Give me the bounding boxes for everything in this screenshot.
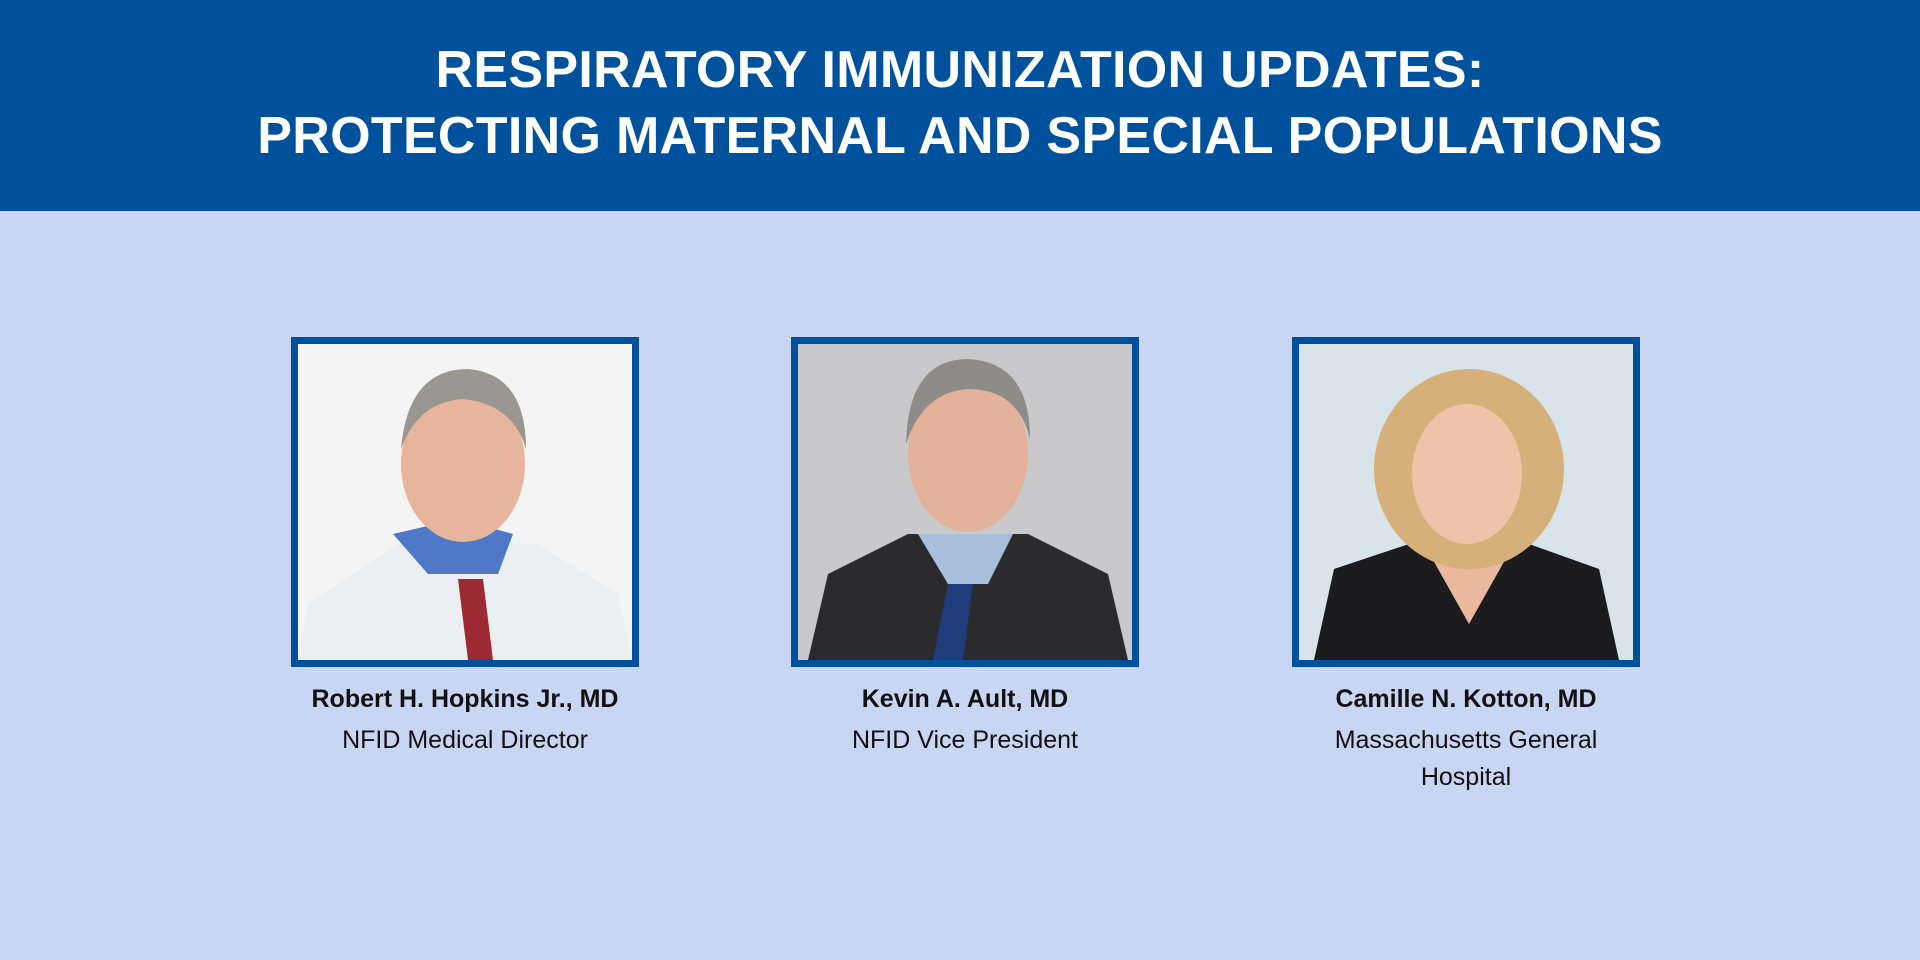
speaker-name: Kevin A. Ault, MD bbox=[861, 685, 1069, 713]
speaker-card: Robert H. Hopkins Jr., MD NFID Medical D… bbox=[291, 337, 639, 759]
speaker-role: NFID Vice President bbox=[851, 726, 1078, 754]
speaker-photo bbox=[791, 337, 1139, 667]
speaker-photo bbox=[1292, 337, 1640, 667]
speaker-photo bbox=[291, 337, 639, 667]
header-banner: RESPIRATORY IMMUNIZATION UPDATES: PROTEC… bbox=[0, 0, 1920, 211]
speaker-role: NFID Medical Director bbox=[342, 726, 588, 754]
title-line-1: RESPIRATORY IMMUNIZATION UPDATES: bbox=[435, 41, 1485, 99]
speaker-card: Camille N. Kotton, MD Massachusetts Gene… bbox=[1292, 337, 1640, 796]
speaker-card: Kevin A. Ault, MD NFID Vice President bbox=[791, 337, 1139, 759]
title-line-2: PROTECTING MATERNAL AND SPECIAL POPULATI… bbox=[257, 107, 1663, 165]
speaker-role: Massachusetts General Hospital bbox=[1334, 726, 1598, 791]
speaker-name: Camille N. Kotton, MD bbox=[1335, 685, 1597, 713]
speaker-name: Robert H. Hopkins Jr., MD bbox=[311, 685, 619, 713]
